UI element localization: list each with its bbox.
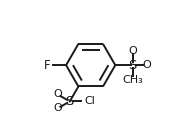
- Text: S: S: [128, 59, 137, 72]
- Text: CH₃: CH₃: [122, 75, 143, 85]
- Text: O: O: [53, 89, 62, 99]
- Text: Cl: Cl: [85, 96, 95, 106]
- Text: S: S: [66, 95, 74, 108]
- Text: F: F: [44, 59, 50, 72]
- Text: O: O: [143, 60, 151, 70]
- Text: O: O: [53, 103, 62, 114]
- Text: O: O: [128, 46, 137, 56]
